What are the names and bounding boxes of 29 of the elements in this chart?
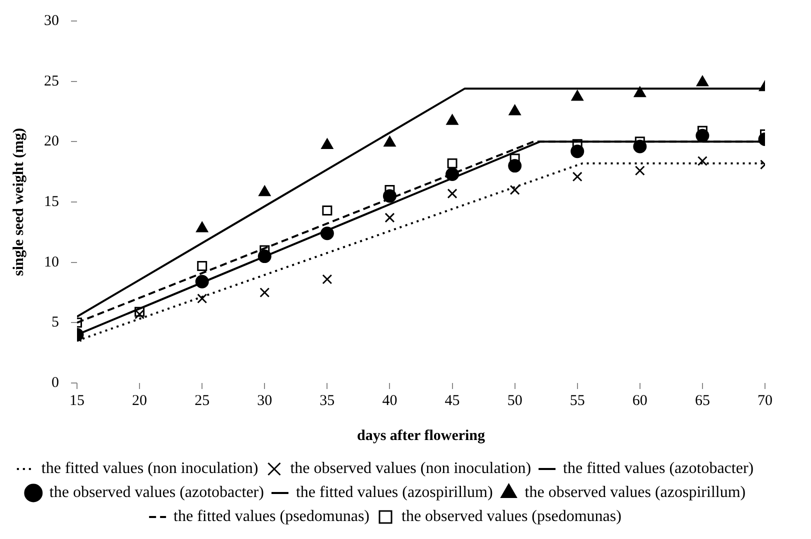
legend-label: the fitted values (azospirillum) [296, 484, 493, 502]
x-tick-label: 40 [382, 392, 398, 409]
x-tick-label: 30 [257, 392, 272, 409]
legend-label: the fitted values (azotobacter) [563, 460, 754, 478]
y-tick-label: 10 [44, 254, 59, 270]
y-tick-label: 20 [44, 134, 59, 150]
y-tick-label: 30 [44, 12, 59, 29]
y-tick-label: 5 [52, 314, 59, 331]
y-tick-label: 25 [44, 73, 59, 90]
x-tick-label: 70 [758, 392, 772, 409]
y-tick-label: 0 [52, 374, 59, 391]
x-tick-label: 15 [70, 392, 84, 409]
x-tick-label: 65 [694, 392, 710, 409]
legend-label: the fitted values (non inoculation) [41, 460, 258, 478]
x-axis-title: days after flowering [356, 428, 486, 444]
legend-label: the observed values (psedomunas) [402, 508, 622, 526]
x-tick-label: 45 [444, 392, 460, 409]
x-tick-label: 20 [132, 392, 148, 409]
legend-label: the observed values (azospirillum) [524, 484, 746, 502]
legend-label: the fitted values (psedomunas) [174, 508, 370, 526]
x-tick-label: 25 [194, 392, 210, 409]
legend-label: the observed values (non inoculation) [290, 460, 532, 478]
x-tick-label: 50 [507, 392, 522, 409]
x-tick-label: 60 [632, 392, 648, 409]
x-tick-label: 35 [320, 392, 335, 409]
y-tick-label: 15 [44, 194, 59, 210]
y-axis-title: single seed weight (mg) [10, 128, 27, 276]
legend-label: the observed values (azotobacter) [49, 484, 264, 502]
x-tick-label: 55 [570, 392, 585, 409]
